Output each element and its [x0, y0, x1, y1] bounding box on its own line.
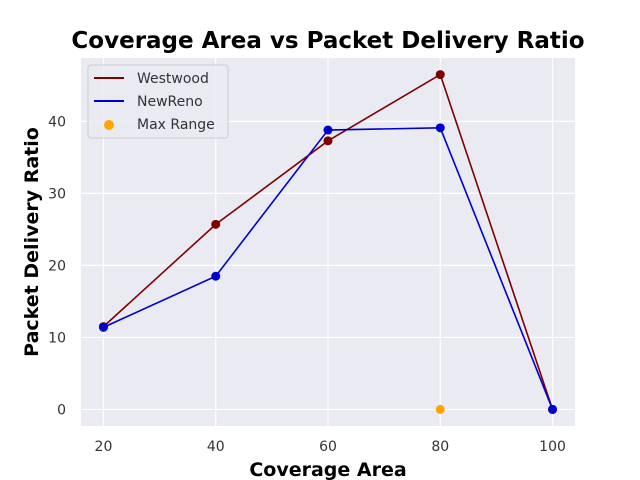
x-axis-label: Coverage Area [249, 459, 406, 480]
chart-title: Coverage Area vs Packet Delivery Ratio [71, 28, 584, 54]
legend-label-max-range: Max Range [137, 117, 215, 133]
grid [81, 58, 575, 426]
x-tick-label: 40 [207, 439, 225, 455]
x-tick-label: 100 [539, 439, 566, 455]
legend: Westwood NewReno Max Range [87, 64, 229, 139]
legend-label-newreno: NewReno [137, 94, 203, 110]
data-point-westwood [323, 136, 333, 146]
y-tick-label: 30 [48, 186, 66, 202]
y-tick-label: 10 [48, 330, 66, 346]
tick-labels: 20 40 60 80 100 0 10 20 30 40 [48, 114, 566, 455]
y-tick-label: 20 [48, 258, 66, 274]
data-point-newreno [435, 123, 445, 133]
y-tick-label: 40 [48, 114, 66, 130]
x-tick-label: 60 [319, 439, 337, 455]
legend-label-westwood: Westwood [137, 71, 209, 87]
x-tick-label: 20 [95, 439, 113, 455]
series-layer [98, 70, 558, 414]
legend-box [87, 64, 229, 139]
data-point-newreno [548, 404, 558, 414]
y-axis-label: Packet Delivery Ratio [21, 127, 43, 357]
data-point-westwood [435, 70, 445, 80]
data-point-newreno [323, 125, 333, 135]
legend-swatch-max-range [104, 120, 114, 130]
data-point-westwood [211, 219, 221, 229]
y-tick-label: 0 [57, 402, 66, 418]
data-point-newreno [98, 322, 108, 332]
data-point-max-range [435, 404, 445, 414]
x-tick-label: 80 [431, 439, 449, 455]
data-point-newreno [211, 271, 221, 281]
